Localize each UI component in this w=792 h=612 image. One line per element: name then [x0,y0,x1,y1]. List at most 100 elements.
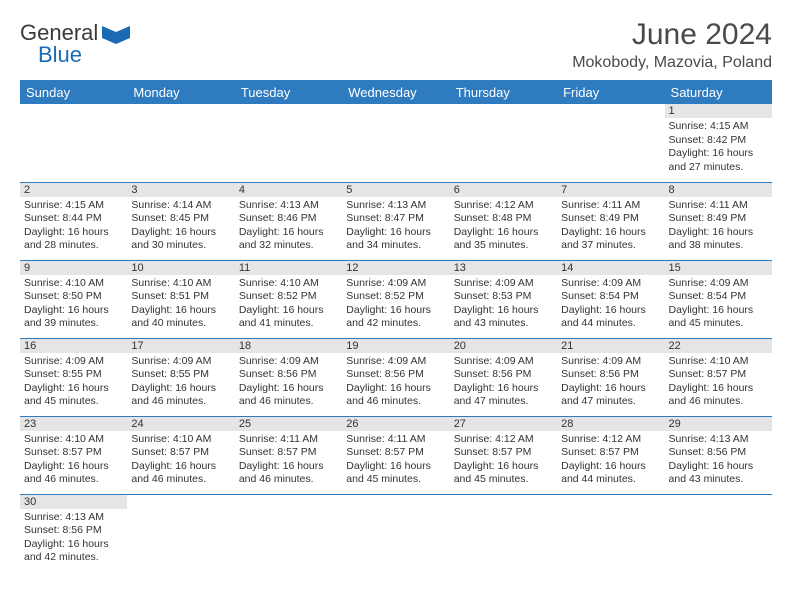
calendar-cell: 25Sunrise: 4:11 AMSunset: 8:57 PMDayligh… [235,416,342,494]
day-number: 1 [665,104,772,118]
sunset-line: Sunset: 8:55 PM [131,368,230,382]
day-number: 17 [127,339,234,353]
calendar-cell: 17 Sunrise: 4:09 AMSunset: 8:55 PMDayligh… [127,338,234,416]
sunset-line: Sunset: 8:57 PM [454,446,553,460]
daylight-line: Daylight: 16 hours and 45 minutes. [669,304,768,331]
daylight-line: Daylight: 16 hours and 38 minutes. [669,226,768,253]
calendar-cell [342,104,449,182]
daylight-line: Daylight: 16 hours and 35 minutes. [454,226,553,253]
calendar-cell: 29Sunrise: 4:13 AMSunset: 8:56 PMDayligh… [665,416,772,494]
sunrise-line: Sunrise: 4:09 AM [561,355,660,369]
sunrise-line: Sunrise: 4:13 AM [346,199,445,213]
sunset-line: Sunset: 8:47 PM [346,212,445,226]
day-header: Monday [127,80,234,104]
calendar-cell: 13Sunrise: 4:09 AMSunset: 8:53 PMDayligh… [450,260,557,338]
sunset-line: Sunset: 8:52 PM [346,290,445,304]
sunrise-line: Sunrise: 4:09 AM [131,355,230,369]
day-number: 2 [20,183,127,197]
sunset-line: Sunset: 8:49 PM [561,212,660,226]
sunset-line: Sunset: 8:54 PM [669,290,768,304]
sunset-line: Sunset: 8:44 PM [24,212,123,226]
calendar-cell: 28Sunrise: 4:12 AMSunset: 8:57 PMDayligh… [557,416,664,494]
header: General Blue June 2024 Mokobody, Mazovia… [20,18,772,72]
day-content: Sunrise: 4:09 AMSunset: 8:52 PMDaylight:… [342,275,449,336]
day-number: 14 [557,261,664,275]
sunrise-line: Sunrise: 4:15 AM [669,120,768,134]
daylight-line: Daylight: 16 hours and 45 minutes. [24,382,123,409]
day-number: 10 [127,261,234,275]
calendar-cell [20,104,127,182]
day-content: Sunrise: 4:10 AMSunset: 8:50 PMDaylight:… [20,275,127,336]
calendar-cell: 15Sunrise: 4:09 AMSunset: 8:54 PMDayligh… [665,260,772,338]
day-content: Sunrise: 4:10 AMSunset: 8:57 PMDaylight:… [665,353,772,414]
calendar-cell: 18Sunrise: 4:09 AMSunset: 8:56 PMDayligh… [235,338,342,416]
daylight-line: Daylight: 16 hours and 46 minutes. [131,382,230,409]
sunset-line: Sunset: 8:51 PM [131,290,230,304]
brand-name-2: Blue [38,44,98,66]
day-number: 4 [235,183,342,197]
sunrise-line: Sunrise: 4:09 AM [669,277,768,291]
day-content: Sunrise: 4:15 AMSunset: 8:42 PMDaylight:… [665,118,772,179]
day-number: 11 [235,261,342,275]
calendar-week: 1Sunrise: 4:15 AMSunset: 8:42 PMDaylight… [20,104,772,182]
daylight-line: Daylight: 16 hours and 32 minutes. [239,226,338,253]
daylight-line: Daylight: 16 hours and 41 minutes. [239,304,338,331]
sunset-line: Sunset: 8:56 PM [346,368,445,382]
day-header: Wednesday [342,80,449,104]
day-content: Sunrise: 4:14 AMSunset: 8:45 PMDaylight:… [127,197,234,258]
calendar-cell [557,494,664,572]
brand-logo: General Blue [20,22,130,66]
sunset-line: Sunset: 8:56 PM [239,368,338,382]
calendar-cell: 14Sunrise: 4:09 AMSunset: 8:54 PMDayligh… [557,260,664,338]
sunrise-line: Sunrise: 4:11 AM [561,199,660,213]
calendar-cell: 20Sunrise: 4:09 AMSunset: 8:56 PMDayligh… [450,338,557,416]
calendar-cell [665,494,772,572]
sunset-line: Sunset: 8:56 PM [561,368,660,382]
brand-name-1: General [20,22,98,44]
calendar-cell [235,494,342,572]
daylight-line: Daylight: 16 hours and 46 minutes. [131,460,230,487]
sunrise-line: Sunrise: 4:09 AM [239,355,338,369]
day-header: Saturday [665,80,772,104]
sunset-line: Sunset: 8:52 PM [239,290,338,304]
sunset-line: Sunset: 8:57 PM [239,446,338,460]
calendar-week: 23Sunrise: 4:10 AMSunset: 8:57 PMDayligh… [20,416,772,494]
sunrise-line: Sunrise: 4:09 AM [346,277,445,291]
calendar-cell: 9Sunrise: 4:10 AMSunset: 8:50 PMDaylight… [20,260,127,338]
day-number: 21 [557,339,664,353]
sunrise-line: Sunrise: 4:10 AM [239,277,338,291]
sunset-line: Sunset: 8:53 PM [454,290,553,304]
daylight-line: Daylight: 16 hours and 46 minutes. [239,382,338,409]
day-content: Sunrise: 4:10 AMSunset: 8:57 PMDaylight:… [20,431,127,492]
calendar-cell: 30Sunrise: 4:13 AMSunset: 8:56 PMDayligh… [20,494,127,572]
day-number: 8 [665,183,772,197]
day-content: Sunrise: 4:10 AMSunset: 8:52 PMDaylight:… [235,275,342,336]
calendar-cell [127,104,234,182]
sunset-line: Sunset: 8:54 PM [561,290,660,304]
daylight-line: Daylight: 16 hours and 47 minutes. [454,382,553,409]
calendar-cell [450,104,557,182]
day-content: Sunrise: 4:13 AMSunset: 8:56 PMDaylight:… [20,509,127,570]
flag-icon [102,24,130,46]
calendar-cell: 7Sunrise: 4:11 AMSunset: 8:49 PMDaylight… [557,182,664,260]
day-content: Sunrise: 4:11 AMSunset: 8:49 PMDaylight:… [557,197,664,258]
day-content: Sunrise: 4:09 AMSunset: 8:54 PMDaylight:… [665,275,772,336]
calendar-cell: 8Sunrise: 4:11 AMSunset: 8:49 PMDaylight… [665,182,772,260]
calendar-cell: 10Sunrise: 4:10 AMSunset: 8:51 PMDayligh… [127,260,234,338]
day-number: 23 [20,417,127,431]
sunset-line: Sunset: 8:46 PM [239,212,338,226]
day-content: Sunrise: 4:11 AMSunset: 8:57 PMDaylight:… [342,431,449,492]
day-number: 20 [450,339,557,353]
sunrise-line: Sunrise: 4:09 AM [346,355,445,369]
day-header-row: SundayMondayTuesdayWednesdayThursdayFrid… [20,80,772,104]
sunrise-line: Sunrise: 4:09 AM [24,355,123,369]
sunset-line: Sunset: 8:56 PM [669,446,768,460]
day-content: Sunrise: 4:09 AMSunset: 8:53 PMDaylight:… [450,275,557,336]
day-content: Sunrise: 4:12 AMSunset: 8:57 PMDaylight:… [557,431,664,492]
month-title: June 2024 [572,18,772,52]
sunset-line: Sunset: 8:57 PM [24,446,123,460]
calendar-body: 1Sunrise: 4:15 AMSunset: 8:42 PMDaylight… [20,104,772,572]
day-number: 7 [557,183,664,197]
daylight-line: Daylight: 16 hours and 45 minutes. [346,460,445,487]
calendar-cell: 1Sunrise: 4:15 AMSunset: 8:42 PMDaylight… [665,104,772,182]
